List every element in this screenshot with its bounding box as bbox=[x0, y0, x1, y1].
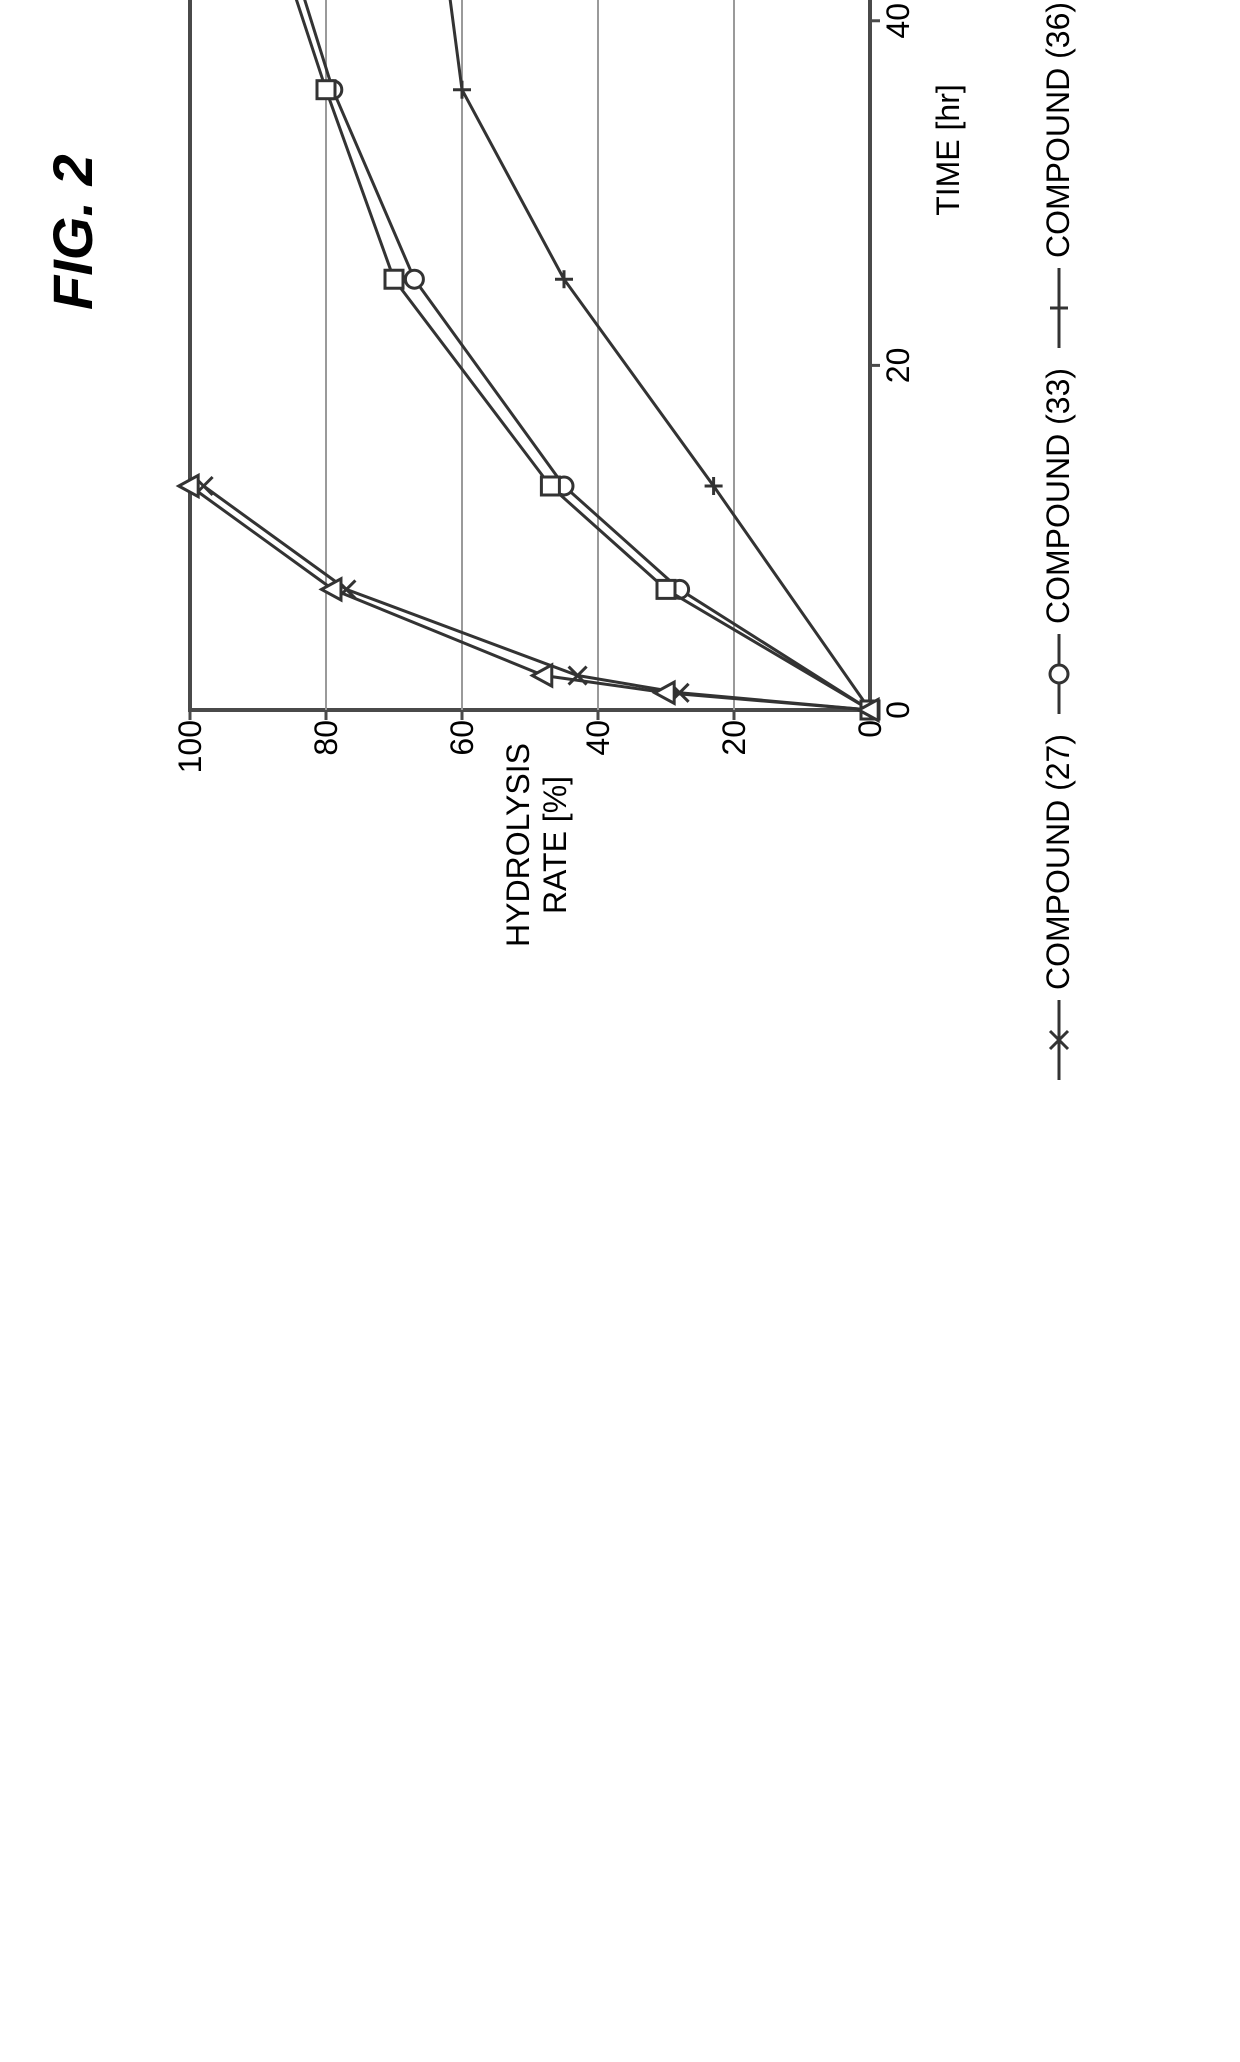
legend-item: COMPOUND (36) bbox=[1040, 2, 1077, 348]
x-tick-label: 0 bbox=[880, 680, 917, 740]
legend-label: COMPOUND (33) bbox=[1040, 368, 1077, 624]
x-axis-label: TIME [hr] bbox=[930, 0, 967, 710]
series-compound-52- bbox=[179, 475, 878, 720]
legend-label: COMPOUND (36) bbox=[1040, 2, 1077, 258]
y-tick-label: 100 bbox=[172, 720, 209, 790]
legend-item: COMPOUND (27) bbox=[1040, 734, 1077, 1080]
legend-marker-icon bbox=[1044, 1000, 1074, 1080]
stage: FIG. 2 HYDROLYSIS RATE [%] TIME [hr] 0 20… bbox=[0, 0, 1240, 2062]
legend-marker-icon bbox=[1044, 268, 1074, 348]
legend-label: COMPOUND (27) bbox=[1040, 734, 1077, 990]
series-compound-27- bbox=[195, 477, 879, 719]
y-tick-label: 60 bbox=[444, 720, 481, 790]
y-tick-label: 20 bbox=[716, 720, 753, 790]
x-tick-label: 40 bbox=[880, 0, 917, 51]
y-tick-label: 40 bbox=[580, 720, 617, 790]
y-axis-label-line2: RATE [%] bbox=[537, 776, 573, 914]
legend: COMPOUND (27)COMPOUND (33)COMPOUND (36)C… bbox=[1040, 0, 1077, 1080]
y-axis-label-line1: HYDROLYSIS bbox=[500, 743, 536, 947]
plot-area bbox=[190, 0, 870, 710]
series-compound-33- bbox=[195, 0, 879, 719]
rotated-canvas: FIG. 2 HYDROLYSIS RATE [%] TIME [hr] 0 20… bbox=[0, 0, 1240, 1240]
plot-svg bbox=[190, 0, 870, 710]
legend-item: COMPOUND (33) bbox=[1040, 368, 1077, 714]
legend-marker-icon bbox=[1044, 634, 1074, 714]
x-tick-label: 20 bbox=[880, 335, 917, 395]
series-compound-47- bbox=[181, 0, 879, 719]
y-axis-label: HYDROLYSIS RATE [%] bbox=[500, 730, 574, 960]
y-tick-label: 80 bbox=[308, 720, 345, 790]
plot-border bbox=[190, 0, 870, 710]
figure-title: FIG. 2 bbox=[40, 154, 105, 310]
